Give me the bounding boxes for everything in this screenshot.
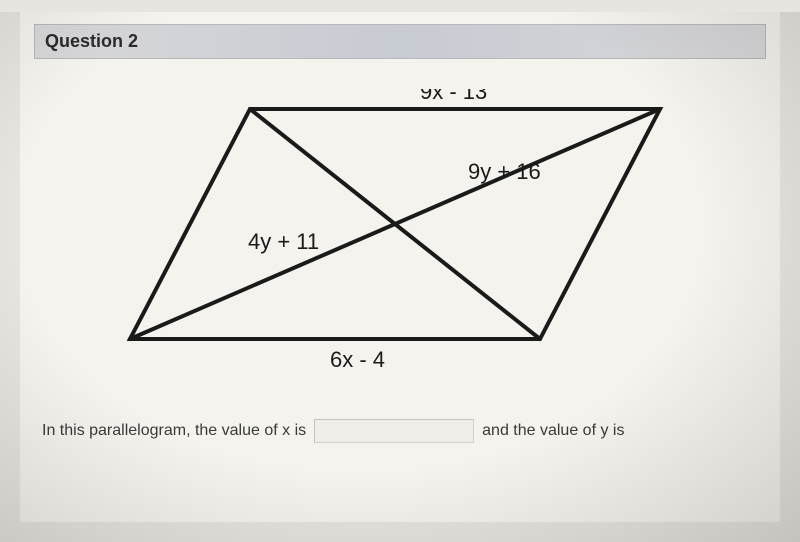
svg-text:6x - 4: 6x - 4 [330, 347, 385, 369]
prompt-text-1: In this parallelogram, the value of x is [42, 422, 306, 440]
answer-prompt: In this parallelogram, the value of x is… [42, 419, 766, 443]
prompt-text-2: and the value of y is [482, 422, 624, 440]
question-header: Question 2 [34, 24, 766, 59]
svg-text:4y + 11: 4y + 11 [248, 229, 319, 254]
parallelogram-diagram: 9x - 13 6x - 4 4y + 11 9y + 16 [120, 89, 680, 369]
svg-text:9x - 13: 9x - 13 [420, 89, 487, 104]
question-title: Question 2 [45, 31, 138, 51]
svg-text:9y + 16: 9y + 16 [468, 159, 541, 184]
x-input-blank[interactable] [314, 419, 474, 443]
